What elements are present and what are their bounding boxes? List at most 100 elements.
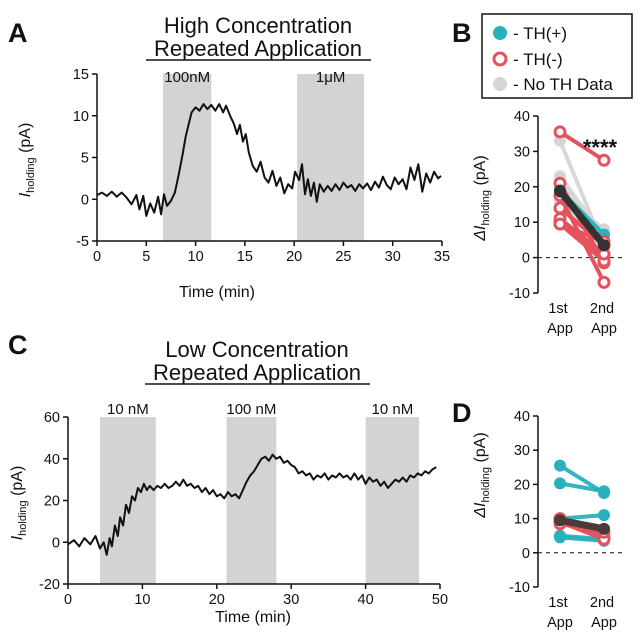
panel-b-th-neg-point-7-0 xyxy=(553,217,567,231)
panel-a-ytick-label-0: -5 xyxy=(76,234,89,250)
panel-d-th-pos-point-1-1 xyxy=(598,485,610,498)
panel-d-ytick-label-5: 40 xyxy=(514,409,530,425)
panel-d-ytick-label-1: 0 xyxy=(522,546,530,562)
panel-b-significance: **** xyxy=(583,135,618,160)
panel-a-xtick-label-1: 5 xyxy=(142,249,150,265)
panel-b-ytick-label-2: 10 xyxy=(514,215,530,231)
panel-b-ytick-label-1: 0 xyxy=(522,251,530,267)
legend-label-no-th: - No TH Data xyxy=(513,75,613,94)
panel-d-th-pos-point-1-0 xyxy=(554,477,566,490)
panel-b-ytick-label-5: 40 xyxy=(514,109,530,125)
legend-marker-th-neg xyxy=(492,51,508,67)
panel-a-title: High Concentration xyxy=(164,13,352,38)
panel-b-th-neg-line-4 xyxy=(558,222,606,263)
panel-a-xtick-label-4: 20 xyxy=(286,249,302,265)
panel-d-mean-line xyxy=(559,516,605,533)
panel-d-mean-point-0 xyxy=(554,514,566,527)
panel-b-th-neg-line-5 xyxy=(558,217,606,256)
panel-c-application-shade-1 xyxy=(226,417,277,584)
panel-d-ytick-label-2: 10 xyxy=(514,512,530,528)
panel-a-ylabel: Iholding (pA) xyxy=(17,123,37,198)
panel-b-category-label-0: 1st App xyxy=(547,301,573,337)
panel-d-mean-point-1 xyxy=(598,522,610,535)
panel-c-application-label-1: 100 nM xyxy=(226,401,276,418)
panel-d-category-label-1: 2nd App xyxy=(590,595,618,631)
panel-label-c: C xyxy=(8,330,28,360)
panel-c-application-shade-0 xyxy=(99,417,156,584)
panel-label-d: D xyxy=(452,398,472,428)
panel-a-ytick-label-4: 15 xyxy=(73,67,89,83)
panel-c-xtick-label-5: 50 xyxy=(432,592,448,608)
legend-label-th-neg: - TH(-) xyxy=(513,50,563,69)
panel-b-chart: -10 0 10 20 30 40 1st App 2nd App **** ΔIholdin… xyxy=(472,109,626,337)
panel-c-ytick-label-3: 40 xyxy=(44,452,60,468)
panel-d-ytick-label-0: -10 xyxy=(509,580,530,596)
panel-b-ytick-label-3: 20 xyxy=(514,180,530,196)
panel-a-xtick-label-3: 15 xyxy=(237,249,253,265)
panel-d-ylabel: ΔIholding (pA) xyxy=(472,432,492,518)
panel-b-no-th-point-12-0 xyxy=(554,134,566,147)
panel-c-xlabel: Time (min) xyxy=(215,609,291,626)
panel-b-th-neg-point-6-0 xyxy=(553,201,567,215)
panel-d-th-pos-line-6 xyxy=(559,535,605,543)
panel-b-mean-point-1 xyxy=(598,239,610,252)
panel-d-th-pos-point-2-1 xyxy=(598,509,610,522)
panel-c-application-label-0: 10 nM xyxy=(107,401,149,418)
panel-a-xlabel: Time (min) xyxy=(179,284,255,301)
panel-a-xtick-label-0: 0 xyxy=(93,249,101,265)
panel-d-th-pos-line-1 xyxy=(559,481,605,494)
panel-c-ylabel: Iholding (pA) xyxy=(9,466,29,541)
panel-c-title: Low Concentration xyxy=(165,337,348,362)
panel-b-ylabel: ΔIholding (pA) xyxy=(472,155,492,241)
panel-c-chart: Low Concentration Repeated Application 1… xyxy=(9,337,448,626)
panel-a-xtick-label-2: 10 xyxy=(188,249,204,265)
panel-label-a: A xyxy=(8,18,28,48)
panel-b-ytick-label-0: -10 xyxy=(509,286,530,302)
panel-b-th-neg-point-0-0 xyxy=(553,125,567,139)
panel-d-ytick-label-3: 20 xyxy=(514,477,530,493)
panel-c-xtick-label-0: 0 xyxy=(64,592,72,608)
panel-c-xtick-label-3: 30 xyxy=(283,592,299,608)
panel-a-trace xyxy=(96,103,442,217)
panel-a-ytick-label-3: 10 xyxy=(73,109,89,125)
panel-d-th-pos-point-6-0 xyxy=(554,531,566,544)
panel-c-xtick-label-4: 40 xyxy=(358,592,374,608)
panel-a-chart: High Concentration Repeated Application … xyxy=(17,13,450,301)
panel-d-ytick-label-4: 30 xyxy=(514,443,530,459)
panel-a-application-shade-0 xyxy=(163,74,212,241)
legend-marker-no-th xyxy=(493,77,507,91)
panel-b-mean-point-0 xyxy=(554,185,566,198)
panel-c-ytick-label-1: 0 xyxy=(52,535,60,551)
panel-a-application-label-1: 1μM xyxy=(316,69,345,86)
panel-c-ytick-label-2: 20 xyxy=(44,494,60,510)
panel-d-category-label-0: 1st App xyxy=(547,595,573,631)
panel-d-th-pos-line-2 xyxy=(559,513,605,521)
panel-a-ytick-label-1: 0 xyxy=(81,192,89,208)
panel-a-xtick-label-6: 30 xyxy=(385,249,401,265)
panel-b-category-label-1: 2nd App xyxy=(590,301,618,337)
panel-d-th-pos-point-0-0 xyxy=(554,459,566,472)
panel-a-xtick-label-5: 25 xyxy=(335,249,351,265)
panel-c-trace xyxy=(67,453,437,556)
panel-c-xtick-label-2: 20 xyxy=(209,592,225,608)
panel-b-th-neg-point-0-1 xyxy=(597,153,611,167)
legend-marker-th-pos xyxy=(493,26,507,40)
legend-label-th-pos: - TH(+) xyxy=(513,24,567,43)
panel-c-application-label-2: 10 nM xyxy=(372,401,414,418)
panel-c-ytick-label-4: 60 xyxy=(44,410,60,426)
panel-a-application-shade-1 xyxy=(297,74,365,241)
panel-c-subtitle: Repeated Application xyxy=(153,360,361,385)
panel-c-application-shade-2 xyxy=(365,417,420,584)
panel-b-th-neg-point-2-1 xyxy=(597,275,611,289)
panel-c-xtick-label-1: 10 xyxy=(134,592,150,608)
panel-c-ytick-label-0: -20 xyxy=(39,577,60,593)
panel-a-ytick-label-2: 5 xyxy=(81,151,89,167)
panel-b-th-neg-line-0 xyxy=(558,130,606,162)
panel-a-xtick-label-7: 35 xyxy=(434,249,450,265)
legend: - TH(+) - TH(-) - No TH Data xyxy=(481,13,633,99)
panel-b-ytick-label-4: 30 xyxy=(514,144,530,160)
panel-d-chart: -10 0 10 20 30 40 1st App 2nd App ΔIholding (pA… xyxy=(472,409,626,631)
panel-label-b: B xyxy=(452,18,472,48)
panel-a-application-label-0: 100nM xyxy=(164,69,210,86)
